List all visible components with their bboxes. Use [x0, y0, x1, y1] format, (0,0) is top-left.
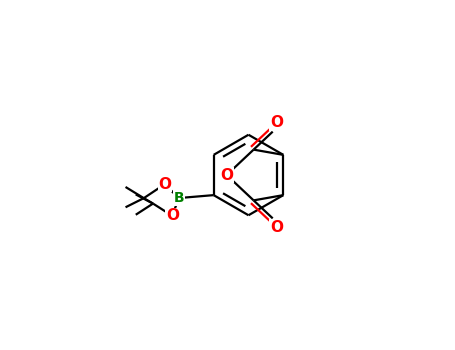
Text: O: O — [270, 116, 283, 130]
Text: O: O — [166, 208, 179, 223]
Text: O: O — [158, 177, 172, 192]
Text: O: O — [220, 168, 233, 182]
Text: O: O — [270, 220, 283, 235]
Text: B: B — [173, 191, 184, 205]
